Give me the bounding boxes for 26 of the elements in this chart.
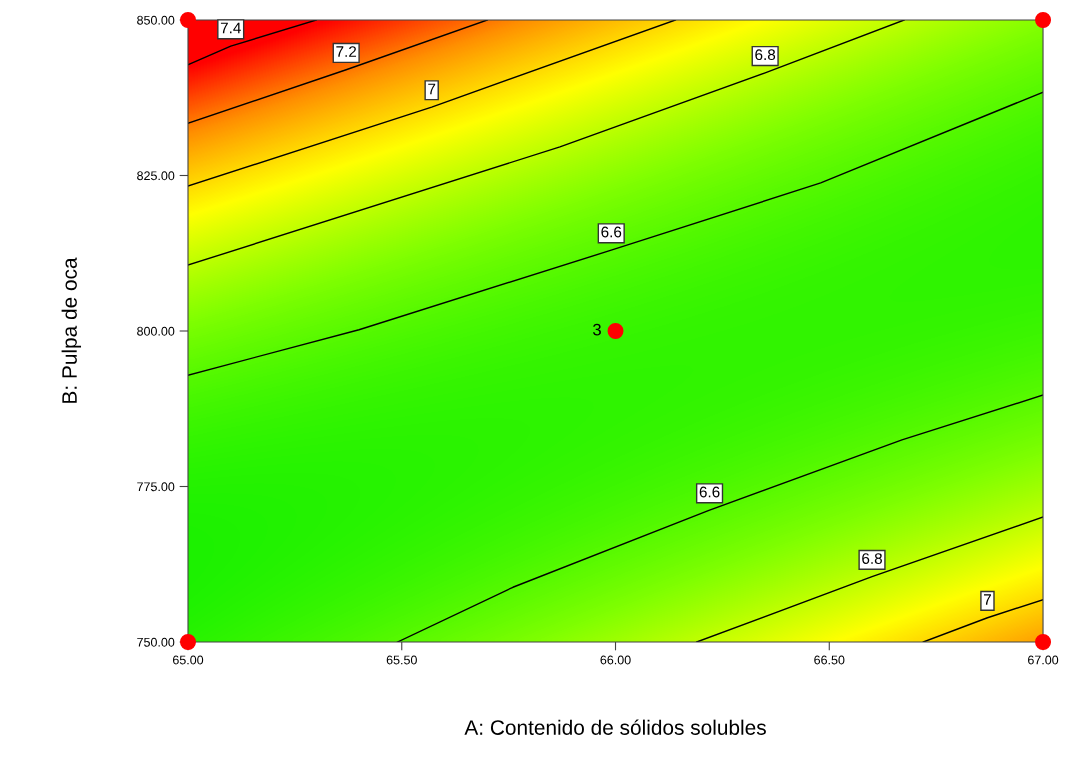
x-axis-title: A: Contenido de sólidos solubles [464,719,766,735]
x-tick-label: 65.50 [386,655,417,665]
annotation: 3 [593,323,601,336]
line-series [188,19,905,266]
series-label: 6.6 [699,486,720,498]
y-tick-label: 850.00 [137,15,175,25]
y-tick-label: 825.00 [137,171,175,181]
point [607,323,624,339]
series-label: 7.2 [336,46,357,57]
point [1035,12,1052,28]
x-tick-label: 67.00 [1028,655,1059,665]
x-tick-label: 66.50 [814,655,845,665]
y-tick-label: 775.00 [137,482,175,492]
y-tick-label: 800.00 [137,326,175,336]
series-label: 6.8 [755,49,776,61]
series-label: 7.4 [220,22,241,34]
series-label: 6.8 [862,553,882,564]
series-label: 6.6 [601,226,622,238]
x-tick-label: 66.00 [600,655,631,665]
series-label: 7 [428,83,436,95]
y-axis-title: B: Pulpa de oca [61,257,82,403]
series-label: 7 [983,594,991,605]
x-tick-label: 65.00 [173,655,204,665]
line-series [396,394,1044,643]
y-tick-label: 750.00 [137,637,175,647]
point [1035,634,1052,650]
